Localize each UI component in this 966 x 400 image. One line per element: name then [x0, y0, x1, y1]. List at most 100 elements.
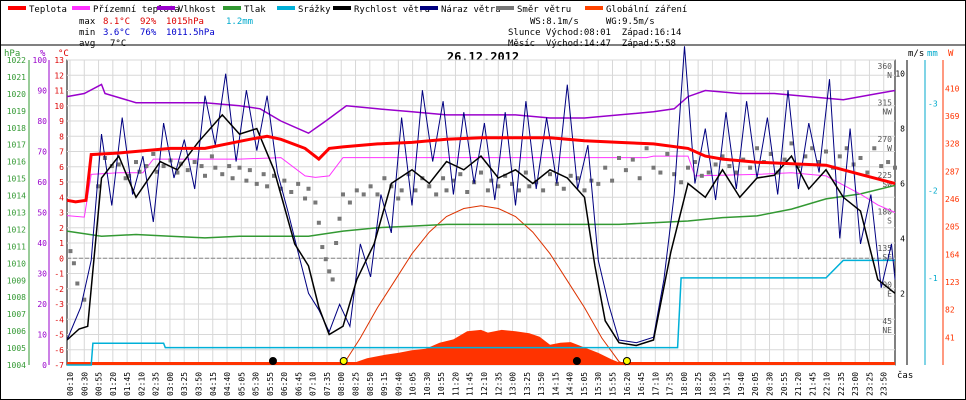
- series-pressure: [66, 184, 896, 239]
- wind-dir-point: [282, 178, 287, 183]
- legend-swatch: [333, 6, 351, 10]
- tick-x: 19:15: [723, 372, 732, 396]
- wind-dir-point: [209, 154, 214, 159]
- tick-pct: 100: [33, 56, 48, 65]
- tick-dir-deg: 270: [878, 135, 893, 144]
- tick-x: 13:25: [523, 372, 532, 396]
- tick-pct: 50: [37, 209, 47, 218]
- tick-x: 08:50: [366, 372, 375, 396]
- tick-x: 20:55: [780, 372, 789, 396]
- tick-w: 123: [945, 278, 960, 287]
- wind-dir-point: [116, 162, 121, 167]
- stats-min-hum: 76%: [140, 28, 157, 38]
- stats-max-temp: 8.1°C: [103, 17, 130, 27]
- wind-dir-point: [651, 165, 656, 170]
- tick-c: -3: [54, 300, 64, 309]
- wind-dir-point: [82, 297, 87, 302]
- tick-dir: SW: [882, 180, 892, 189]
- tick-dir-deg: 90: [882, 281, 892, 290]
- wind-dir-point: [727, 164, 732, 169]
- wind-dir-point: [327, 269, 332, 274]
- tick-x: 23:25: [865, 372, 874, 396]
- legend-label: Tlak: [244, 5, 266, 15]
- wind-dir-point: [261, 172, 266, 177]
- legend-label: Rychlost větru: [354, 5, 430, 15]
- wind-dir-point: [713, 162, 718, 167]
- stats-max-rain: 1.2mm: [226, 17, 253, 27]
- series-rain: [67, 259, 895, 366]
- tick-w: 246: [945, 195, 960, 204]
- tick-hpa: 1018: [7, 124, 26, 133]
- wind-dir-point: [672, 172, 677, 177]
- tick-hpa: 1014: [7, 192, 26, 201]
- axis-hpa-label: hPa: [4, 49, 20, 59]
- tick-hpa: 1008: [7, 293, 26, 302]
- tick-c: 13: [54, 56, 64, 65]
- tick-x: 01:45: [123, 372, 132, 396]
- tick-x: 12:35: [494, 372, 503, 396]
- wind-dir-point: [389, 184, 394, 189]
- stats-min-press: 1011.5hPa: [166, 28, 215, 38]
- wind-dir-point: [123, 176, 128, 181]
- wind-dir-point: [748, 165, 753, 170]
- wind-dir-point: [617, 155, 621, 160]
- tick-pct: 0: [42, 361, 47, 370]
- tick-x: 08:00: [337, 372, 346, 396]
- tick-x: 10:05: [409, 372, 418, 396]
- axis-ms-label: m/s: [908, 49, 924, 59]
- stats-avg-label: avg: [79, 39, 95, 49]
- tick-x: 21:45: [808, 372, 817, 396]
- wind-dir-point: [872, 146, 877, 151]
- wind-dir-point: [96, 184, 101, 189]
- tick-hpa: 1004: [7, 361, 26, 370]
- sun-marker: [622, 357, 631, 365]
- series-gust: [66, 46, 896, 344]
- tick-hpa: 1005: [7, 344, 26, 353]
- series-wind: [66, 113, 896, 347]
- wind-dir-point: [451, 178, 456, 183]
- wind-dir-point: [154, 169, 159, 174]
- wind-dir-point: [479, 170, 483, 175]
- tick-pct: 40: [37, 239, 47, 248]
- grid: [67, 59, 895, 366]
- wind-dir-point: [879, 164, 884, 169]
- wind-dir-point: [886, 160, 891, 165]
- tick-x: 16:45: [637, 372, 646, 396]
- wind-dir-point: [699, 173, 704, 178]
- tick-x: 20:05: [751, 372, 760, 396]
- wind-dir-point: [434, 192, 439, 197]
- tick-dir-deg: 225: [878, 171, 893, 180]
- sun-marker: [339, 357, 348, 365]
- tick-hpa: 1019: [7, 107, 26, 116]
- wind-dir-point: [610, 178, 615, 183]
- tick-w: 205: [945, 223, 960, 232]
- wind-dir-point: [554, 181, 559, 186]
- tick-x: 03:25: [180, 372, 189, 396]
- tick-x: 05:55: [266, 372, 275, 396]
- legend-label: Vlhkost: [178, 5, 216, 15]
- legend-swatch: [8, 6, 26, 10]
- tick-c: -7: [54, 361, 64, 370]
- tick-w: 287: [945, 167, 960, 176]
- wind-dir-point: [375, 192, 380, 197]
- axis-mm-label: mm: [927, 49, 938, 59]
- tick-w: 369: [945, 112, 960, 121]
- tick-x: 23:00: [851, 372, 860, 396]
- tick-hpa: 1006: [7, 327, 26, 336]
- wind-dir-point: [199, 164, 204, 169]
- wind-dir-point: [858, 155, 863, 160]
- wind-dir-point: [313, 200, 318, 205]
- wind-dir-point: [503, 173, 508, 178]
- tick-dir-deg: 315: [878, 98, 893, 107]
- tick-hpa: 1016: [7, 158, 26, 167]
- legend-label: Srážky: [298, 5, 331, 15]
- info-wind-line: WS:8.1m/s WG:9.5m/s: [530, 17, 655, 27]
- tick-hpa: 1015: [7, 175, 26, 184]
- axis-c-label: °C: [58, 49, 69, 59]
- wind-dir-point: [720, 154, 725, 159]
- wind-dir-point: [810, 146, 815, 151]
- tick-mm: -2: [928, 187, 938, 196]
- tick-hpa: 1007: [7, 310, 26, 319]
